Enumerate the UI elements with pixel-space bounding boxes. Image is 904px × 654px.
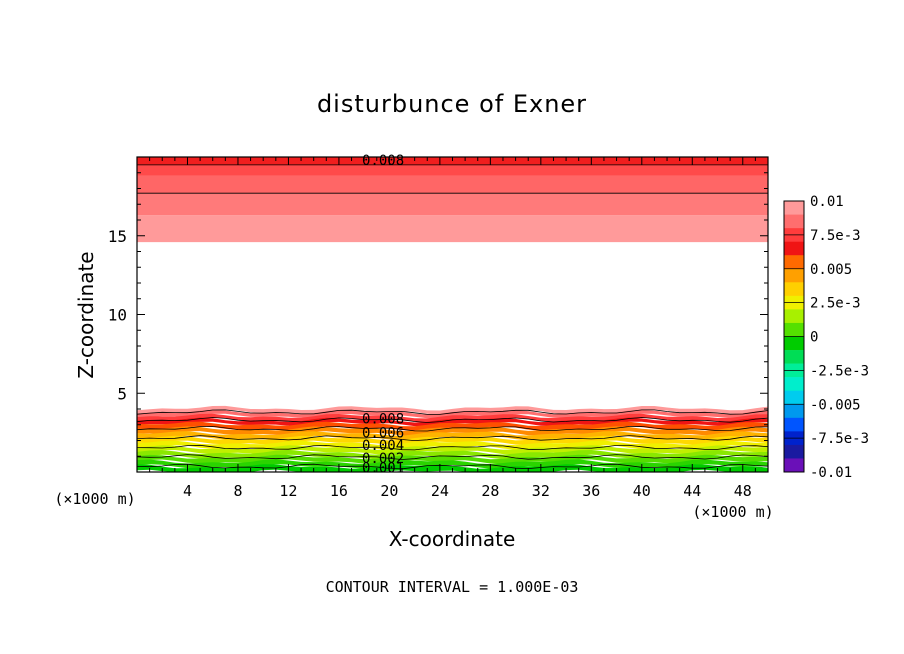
colorbar-segment bbox=[784, 268, 804, 283]
contour-band bbox=[137, 175, 768, 194]
contour-band bbox=[137, 193, 768, 216]
y-tick-label: 15 bbox=[108, 227, 127, 246]
colorbar: 0.01 7.5e-3 0.005 2.5e-3 0 -2.5e-3 -0.005 -7.5e… bbox=[783, 194, 869, 481]
x-tick-label: 36 bbox=[582, 482, 600, 500]
contour-band bbox=[137, 445, 768, 455]
contour-bands bbox=[137, 157, 768, 472]
colorbar-segment bbox=[784, 390, 804, 405]
x-tick-label: 8 bbox=[233, 482, 242, 500]
colorbar-label: 0 bbox=[810, 330, 818, 346]
colorbar-label: 7.5e-3 bbox=[810, 228, 861, 244]
x-tick-label: 4 bbox=[183, 482, 192, 500]
colorbar-segment bbox=[784, 404, 804, 419]
chart-title: disturbunce of Exner bbox=[317, 90, 587, 118]
colorbar-label: -2.5e-3 bbox=[810, 363, 869, 379]
x-tick-label: 16 bbox=[330, 482, 348, 500]
colorbar-label: -0.01 bbox=[810, 465, 852, 481]
colorbar-label: -0.005 bbox=[810, 397, 861, 413]
colorbar-segment bbox=[784, 214, 804, 229]
y-axis-label: Z-coordinate bbox=[74, 251, 98, 378]
colorbar-segment bbox=[784, 255, 804, 270]
contour-label: 0.002 bbox=[362, 451, 404, 467]
colorbar-label: 0.005 bbox=[810, 262, 852, 278]
colorbar-segment bbox=[784, 282, 804, 297]
x-tick-label: 28 bbox=[481, 482, 499, 500]
contour-lines bbox=[136, 164, 769, 470]
contour-label: 0.001 bbox=[362, 460, 404, 476]
colorbar-label: -7.5e-3 bbox=[810, 431, 869, 447]
colorbar-segment bbox=[784, 322, 804, 337]
colorbar-segment bbox=[784, 444, 804, 459]
contour-band bbox=[137, 164, 768, 176]
colorbar-segment bbox=[784, 417, 804, 432]
contour-line bbox=[136, 454, 769, 460]
colorbar-segment bbox=[784, 350, 804, 364]
x-tick-label: 44 bbox=[683, 482, 701, 500]
contour-band bbox=[137, 435, 768, 446]
contour-band bbox=[137, 215, 768, 243]
colorbar-label: 2.5e-3 bbox=[810, 296, 861, 312]
x-tick-label: 20 bbox=[380, 482, 398, 500]
x-tick-label: 32 bbox=[532, 482, 550, 500]
contour-line bbox=[136, 417, 769, 423]
colorbar-label: 0.01 bbox=[810, 194, 844, 210]
colorbar-segment bbox=[784, 336, 804, 351]
x-tick-label: 24 bbox=[431, 482, 449, 500]
colorbar-segment bbox=[784, 201, 804, 215]
contour-band bbox=[137, 405, 768, 415]
contour-line bbox=[136, 444, 769, 451]
contour-label: 0.004 bbox=[362, 438, 404, 454]
colorbar-segment bbox=[784, 458, 804, 473]
x-tick-label: 40 bbox=[633, 482, 651, 500]
colorbar-segment bbox=[784, 309, 804, 324]
x-unit-label-left: (×1000 m) bbox=[54, 490, 135, 508]
y-tick-label: 10 bbox=[108, 306, 127, 325]
contour-band bbox=[137, 449, 768, 460]
x-axis-ticks: 4 8 12 16 20 24 28 32 36 40 44 48 bbox=[136, 157, 769, 500]
contour-band bbox=[137, 417, 768, 427]
contour-label: 0.006 bbox=[362, 426, 404, 442]
x-unit-label-right: (×1000 m) bbox=[692, 503, 773, 521]
contour-band bbox=[137, 459, 768, 469]
y-axis-ticks: 5 10 15 bbox=[108, 156, 768, 473]
contour-band bbox=[137, 431, 768, 441]
x-axis-label: X-coordinate bbox=[389, 527, 516, 551]
x-tick-label: 12 bbox=[279, 482, 297, 500]
contour-line bbox=[136, 425, 769, 432]
contour-interval-footer: CONTOUR INTERVAL = 1.000E-03 bbox=[326, 578, 579, 596]
contour-line bbox=[136, 435, 769, 442]
contour-label: 0.008 bbox=[362, 153, 404, 169]
x-tick-label: 48 bbox=[734, 482, 752, 500]
colorbar-segment bbox=[784, 241, 804, 256]
contour-band bbox=[137, 440, 768, 450]
contour-line bbox=[136, 409, 769, 415]
contour-line bbox=[136, 463, 769, 470]
contour-label: 0.008 bbox=[362, 411, 404, 427]
y-tick-label: 5 bbox=[117, 384, 127, 403]
colorbar-segment bbox=[784, 377, 804, 391]
